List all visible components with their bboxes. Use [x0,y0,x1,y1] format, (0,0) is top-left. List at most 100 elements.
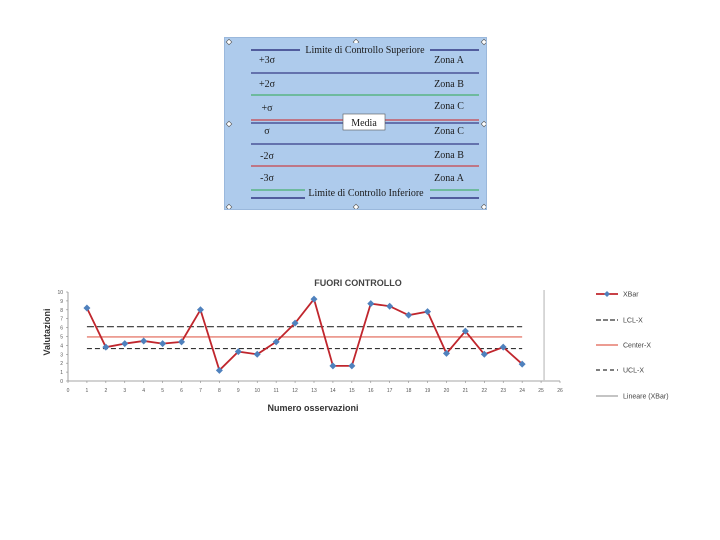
label-backdrop [300,43,430,56]
control-zones-svg: Limite di Controllo Superiore +3σ Zona A +2… [225,38,486,209]
x-tick-label: 1 [86,388,89,394]
y-tick-label: 1 [60,370,63,376]
x-tick-label: 26 [557,388,563,394]
xbar-point [272,338,280,346]
zone-label: Zona A [434,173,464,184]
series-line-xbar [86,297,523,372]
xbar-point [499,343,507,351]
xbar-point [367,300,375,308]
x-tick-label: 10 [254,388,260,394]
x-tick-label: 13 [311,388,317,394]
xbar-point [461,327,469,335]
xbar-point [405,311,413,319]
x-tick-label: 19 [425,388,431,394]
x-tick-label: 4 [142,388,145,394]
xbar-point [253,350,261,358]
x-tick-label: 20 [444,388,450,394]
x-tick-label: 8 [218,388,221,394]
xbar-point [386,302,394,310]
upper-limit-label: Limite di Controllo Superiore [305,45,425,56]
x-tick-label: 11 [274,388,279,394]
x-axis-label: Numero osservazioni [267,403,358,413]
y-tick-label: 0 [60,379,63,385]
sigma-label: -2σ [260,151,274,162]
x-tick-label: 16 [368,388,374,394]
zone-label: Zona A [434,55,464,66]
sigma-label: σ [264,126,270,137]
resize-handle-icon [480,120,486,128]
xbar-point [424,308,432,316]
legend-marker [604,291,610,297]
xbar-point [291,319,299,327]
resize-handle-icon [225,203,233,209]
y-axis-label: Valutazioni [42,308,52,355]
y-tick-label: 7 [60,317,63,323]
label-backdrop [305,186,430,199]
y-tick-label: 3 [60,352,63,358]
legend-label: XBar [623,292,639,299]
zone-label: Zona C [434,101,464,112]
legend-label: UCL-X [623,368,644,375]
xbar-point [348,362,356,370]
resize-handle-icon [480,38,486,46]
x-tick-label: 25 [538,388,544,394]
x-tick-label: 17 [387,388,393,394]
x-tick-label: 18 [406,388,412,394]
xbar-point [234,348,242,356]
x-tick-label: 21 [463,388,469,394]
xbar-point [329,362,337,370]
xbar-point [518,360,526,368]
x-tick-label: 0 [67,388,70,394]
y-tick-label: 8 [60,308,63,314]
xbar-point [121,340,129,348]
chart-title: FUORI CONTROLLO [314,278,402,288]
x-tick-label: 3 [123,388,126,394]
xbar-point [442,349,450,357]
x-tick-label: 7 [199,388,202,394]
x-tick-label: 5 [161,388,164,394]
resize-handle-icon [225,38,233,46]
y-tick-label: 5 [60,335,63,341]
xbar-point [159,340,167,348]
x-tick-label: 14 [330,388,336,394]
xbar-point [140,337,148,345]
resize-handle-icon [352,203,360,209]
sigma-label: +2σ [259,79,276,90]
xbar-point [310,295,318,303]
y-tick-label: 9 [60,299,63,305]
control-chart: FUORI CONTROLLO Numero osservazioni Valu… [42,278,669,413]
legend-label: Lineare (XBar) [623,394,669,401]
zone-label: Zona C [434,126,464,137]
x-tick-label: 9 [237,388,240,394]
sigma-label: +σ [261,103,273,114]
sigma-label: -3σ [260,173,274,184]
x-tick-label: 15 [349,388,355,394]
y-tick-label: 2 [60,361,63,367]
mean-label-box [342,113,386,131]
xbar-point [83,304,91,312]
y-tick-label: 10 [57,290,63,296]
control-zones-diagram: Limite di Controllo Superiore +3σ Zona A +2… [224,37,487,210]
x-tick-label: 23 [500,388,506,394]
y-tick-label: 6 [60,326,63,332]
xbar-point [178,338,186,346]
sigma-label: +3σ [259,55,276,66]
legend: XBar LCL-X Center-X UCL-X Lineare (XBar) [596,291,669,401]
mean-label: Media [351,118,377,129]
x-tick-label: 22 [482,388,488,394]
resize-handle-icon [480,203,486,209]
lower-limit-label: Limite di Controllo Inferiore [308,188,424,199]
xbar-point [480,350,488,358]
x-tick-label: 24 [519,388,525,394]
x-tick-label: 6 [180,388,183,394]
resize-handle-icon [225,120,233,128]
x-tick-label: 12 [292,388,298,394]
y-tick-label: 4 [60,343,63,349]
xbar-point [102,343,110,351]
legend-label: LCL-X [623,318,643,325]
zone-label: Zona B [434,150,464,161]
x-tick-label: 2 [104,388,107,394]
xbar-point [196,306,204,314]
legend-label: Center-X [623,343,651,350]
